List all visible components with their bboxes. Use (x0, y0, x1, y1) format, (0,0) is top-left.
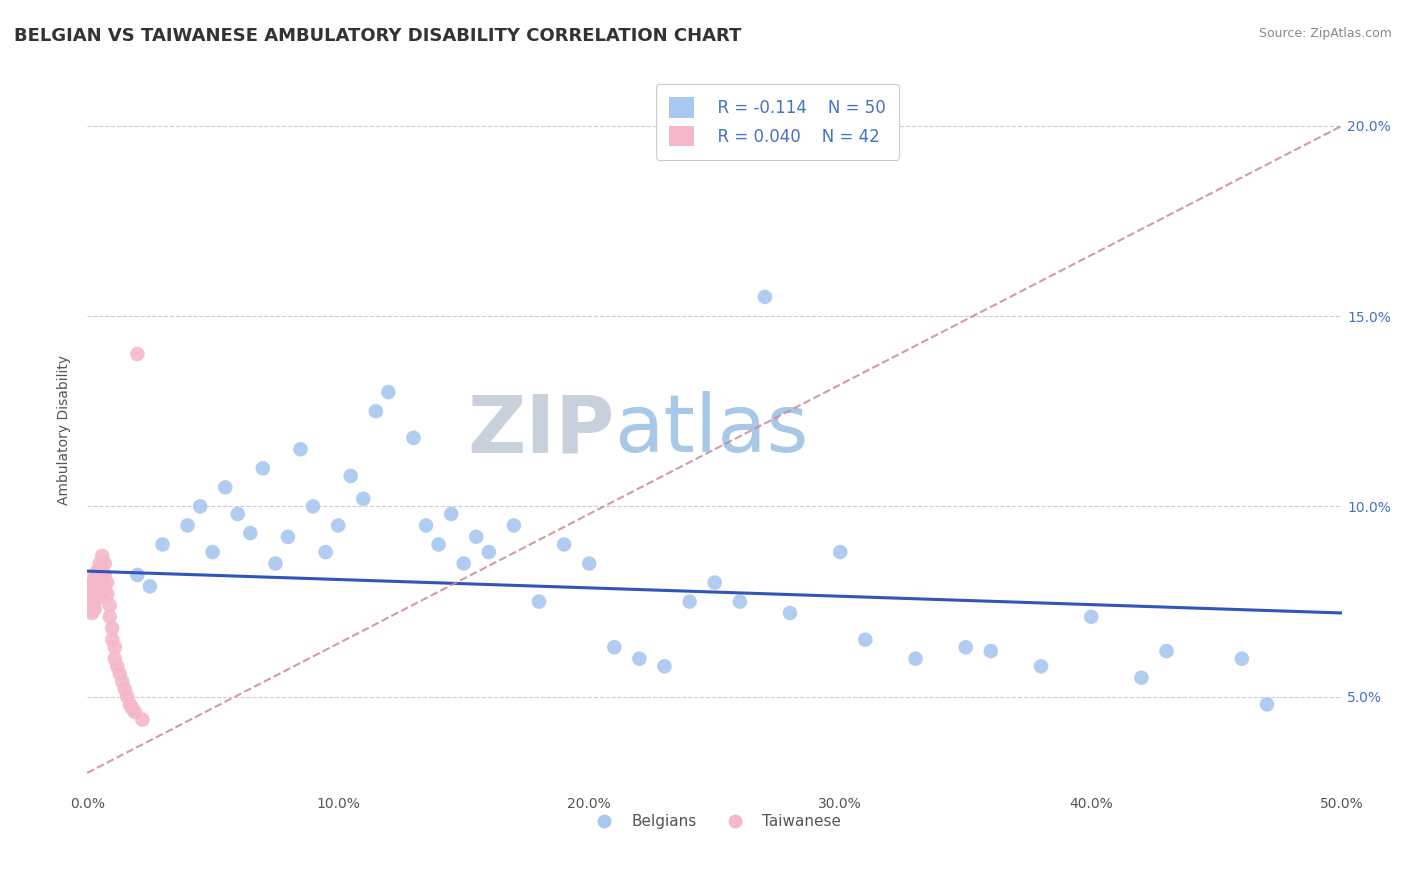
Point (290, 442, 312, 457)
Text: Source: ZipAtlas.com: Source: ZipAtlas.com (1258, 27, 1392, 40)
Point (91, 575, 114, 590)
Point (415, 518, 437, 533)
Point (89, 579, 111, 593)
Point (79, 587, 101, 601)
Point (104, 640, 127, 655)
Point (628, 651, 651, 665)
Point (302, 500, 325, 514)
Point (188, 500, 211, 514)
Point (86, 587, 108, 601)
Point (117, 690, 139, 704)
Point (82, 606, 104, 620)
Point (127, 347, 149, 361)
Point (980, 644, 1002, 658)
Legend: Belgians, Taiwanese: Belgians, Taiwanese (582, 808, 848, 835)
Point (139, 579, 162, 593)
Point (226, 507, 249, 521)
Point (124, 705, 146, 719)
Point (91, 549, 114, 563)
Point (121, 701, 143, 715)
Point (93, 557, 115, 571)
Point (114, 682, 136, 697)
Point (105, 659, 128, 673)
Point (101, 632, 124, 647)
Point (131, 713, 153, 727)
Point (127, 568, 149, 582)
Point (79, 594, 101, 608)
Text: ZIP: ZIP (467, 392, 614, 469)
Point (252, 461, 274, 475)
Point (89, 557, 111, 571)
Point (453, 557, 475, 571)
Point (82, 575, 104, 590)
Point (1256, 698, 1278, 712)
Point (89, 568, 111, 582)
Point (502, 518, 524, 533)
Point (904, 651, 927, 665)
Point (83, 591, 105, 605)
Point (86, 575, 108, 590)
Point (1080, 609, 1102, 624)
Point (93, 568, 115, 582)
Point (82, 599, 104, 613)
Point (96, 575, 118, 590)
Point (478, 545, 501, 559)
Point (83, 568, 105, 582)
Point (96, 587, 118, 601)
Point (89, 591, 111, 605)
Point (678, 594, 700, 608)
Point (1230, 651, 1253, 665)
Point (214, 480, 236, 494)
Point (1130, 671, 1153, 685)
Point (339, 469, 361, 483)
Point (91, 564, 114, 578)
Point (82, 587, 104, 601)
Point (1156, 644, 1178, 658)
Point (239, 526, 262, 541)
Point (98, 599, 121, 613)
Text: BELGIAN VS TAIWANESE AMBULATORY DISABILITY CORRELATION CHART: BELGIAN VS TAIWANESE AMBULATORY DISABILI… (14, 27, 741, 45)
Point (1029, 659, 1052, 673)
Point (377, 385, 399, 400)
Point (440, 507, 463, 521)
Point (527, 594, 550, 608)
Point (93, 583, 115, 598)
Point (364, 404, 387, 418)
Point (654, 659, 676, 673)
Point (603, 640, 626, 655)
Point (728, 594, 751, 608)
Point (352, 491, 374, 506)
Y-axis label: Ambulatory Disability: Ambulatory Disability (58, 355, 72, 505)
Point (853, 632, 876, 647)
Point (955, 640, 977, 655)
Point (86, 564, 108, 578)
Point (465, 530, 488, 544)
Point (111, 674, 134, 689)
Point (152, 537, 174, 551)
Point (754, 290, 776, 304)
Point (427, 537, 450, 551)
Point (830, 545, 852, 559)
Point (779, 606, 801, 620)
Point (553, 537, 575, 551)
Point (98, 609, 121, 624)
Point (108, 667, 131, 681)
Point (201, 545, 224, 559)
Point (83, 602, 105, 616)
Point (578, 557, 600, 571)
Point (277, 530, 299, 544)
Point (315, 545, 337, 559)
Point (703, 575, 725, 590)
Point (328, 518, 350, 533)
Point (118, 698, 141, 712)
Point (104, 651, 127, 665)
Point (176, 518, 198, 533)
Point (83, 579, 105, 593)
Point (402, 431, 425, 445)
Text: atlas: atlas (614, 392, 808, 469)
Point (264, 557, 287, 571)
Point (79, 579, 101, 593)
Point (101, 621, 124, 635)
